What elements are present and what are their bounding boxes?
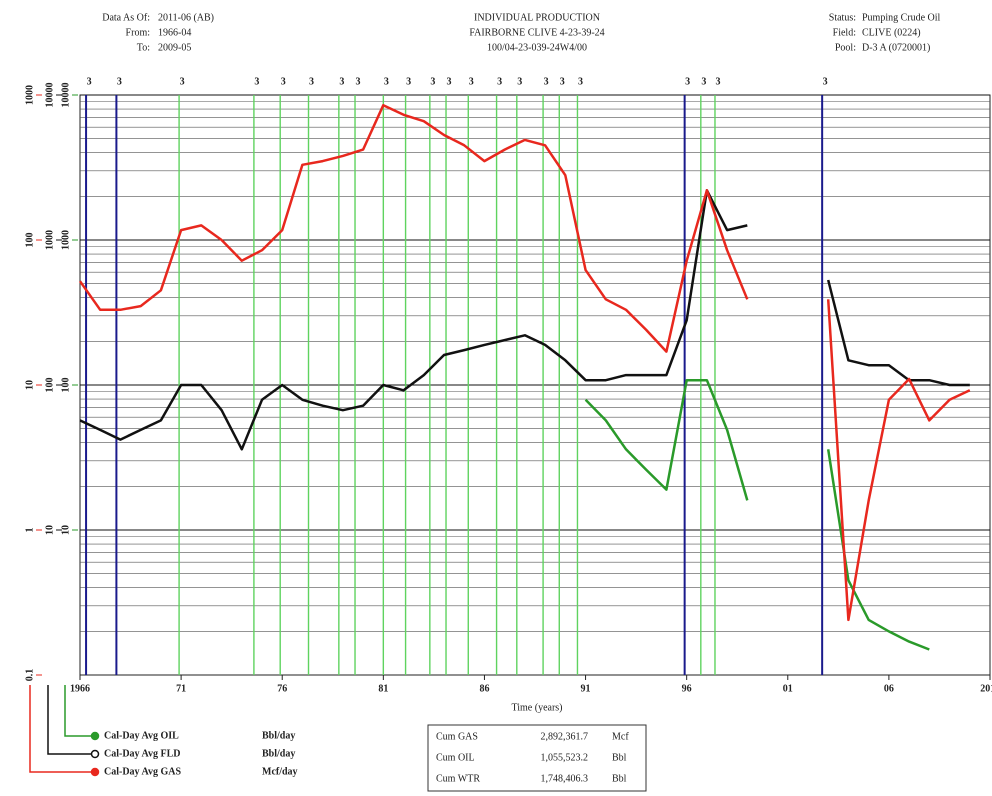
event-label: 3 [544,76,549,87]
legend-marker [90,731,100,741]
y-tick-label: 100 [60,378,71,393]
header-title: INDIVIDUAL PRODUCTION [474,12,600,23]
x-tick-label: 91 [581,683,591,694]
y-tick-label: 10 [60,525,71,535]
event-label: 3 [715,76,720,87]
event-label: 3 [356,76,361,87]
x-tick-label: 2011 [980,683,992,694]
event-label: 3 [384,76,389,87]
legend-marker [90,767,100,777]
header-label: Data As Of: [102,12,150,23]
x-tick-label: 71 [176,683,186,694]
event-label: 3 [469,76,474,87]
event-label: 3 [517,76,522,87]
event-label: 3 [309,76,314,87]
event-label: 3 [87,76,92,87]
cum-name: Cum OIL [436,752,475,763]
header-label: Status: [829,12,856,23]
y-tick-label: 10000 [44,83,55,108]
y-tick-label: 10 [24,380,35,390]
legend-bracket [64,685,92,737]
header-value: 2009-05 [158,42,191,53]
event-label: 3 [578,76,583,87]
y-tick-label: 100 [44,378,55,393]
legend-bracket [29,685,92,773]
header-label: Field: [833,27,856,38]
event-label: 3 [497,76,502,87]
event-label: 3 [254,76,259,87]
x-tick-label: 96 [682,683,692,694]
x-tick-label: 1966 [70,683,90,694]
event-label: 3 [823,76,828,87]
event-label: 3 [560,76,565,87]
y-tick-label: 0.1 [24,669,35,682]
event-label: 3 [281,76,286,87]
x-tick-label: 86 [479,683,489,694]
header-value: CLIVE (0224) [862,27,921,38]
event-label: 3 [685,76,690,87]
cum-unit: Bbl [612,773,627,784]
legend-unit: Bbl/day [262,748,295,759]
cum-unit: Bbl [612,752,627,763]
legend-unit: Bbl/day [262,730,295,741]
event-label: 3 [701,76,706,87]
y-tick-label: 1000 [44,230,55,250]
cumulative-box [427,724,647,792]
header-label: To: [137,42,150,53]
x-tick-label: 01 [783,683,793,694]
cum-name: Cum GAS [436,731,478,742]
event-label: 3 [447,76,452,87]
legend-label: Cal-Day Avg FLD [104,748,180,759]
header-label: Pool: [835,42,856,53]
header-value: 2011-06 (AB) [158,12,214,23]
event-label: 3 [117,76,122,87]
cum-value: 1,055,523.2 [541,752,589,763]
x-tick-label: 06 [884,683,894,694]
x-axis-label: Time (years) [511,702,562,713]
cum-value: 2,892,361.7 [541,731,589,742]
x-tick-label: 76 [277,683,287,694]
axes: 0.1 1 10 100 1000 10 100 1000 10000 10 100 1000 1000… [24,83,992,695]
y-tick-label: 100 [24,233,35,248]
y-tick-label: 10 [44,525,55,535]
series-line [586,380,970,670]
y-tick-label: 1 [24,528,35,533]
grid [80,94,990,632]
legend-label: Cal-Day Avg GAS [104,766,181,777]
cum-unit: Mcf [612,731,629,742]
y-tick-label: 10000 [60,83,71,108]
x-tick-label: 81 [378,683,388,694]
header-value: 1966-04 [158,27,191,38]
y-tick-label: 1000 [24,85,35,105]
legend-label: Cal-Day Avg OIL [104,730,179,741]
header-title: 100/04-23-039-24W4/00 [487,42,587,53]
series-line [78,103,971,622]
series-line [79,189,970,451]
legend-marker [90,749,100,759]
lines [78,103,971,670]
cum-name: Cum WTR [436,773,480,784]
y-tick-label: 1000 [60,230,71,250]
header-title: FAIRBORNE CLIVE 4-23-39-24 [469,27,604,38]
header-value: D-3 A (0720001) [862,42,930,53]
legend-bracket [47,685,92,755]
cumulative: Cum GAS 2,892,361.7 Mcf Cum OIL 1,055,523.2 B… [436,731,629,784]
event-label: 3 [430,76,435,87]
header-label: From: [126,27,150,38]
legend: Cal-Day Avg OIL Bbl/day Cal-Day Avg FLD Bbl… [90,730,298,777]
event-label: 3 [180,76,185,87]
event-label: 3 [406,76,411,87]
header-value: Pumping Crude Oil [862,12,941,23]
event-label: 3 [339,76,344,87]
legend-unit: Mcf/day [262,766,298,777]
header: Data As Of: 2011-06 (AB) From: 1966-04 To: 20… [102,12,940,53]
cum-value: 1,748,406.3 [541,773,589,784]
